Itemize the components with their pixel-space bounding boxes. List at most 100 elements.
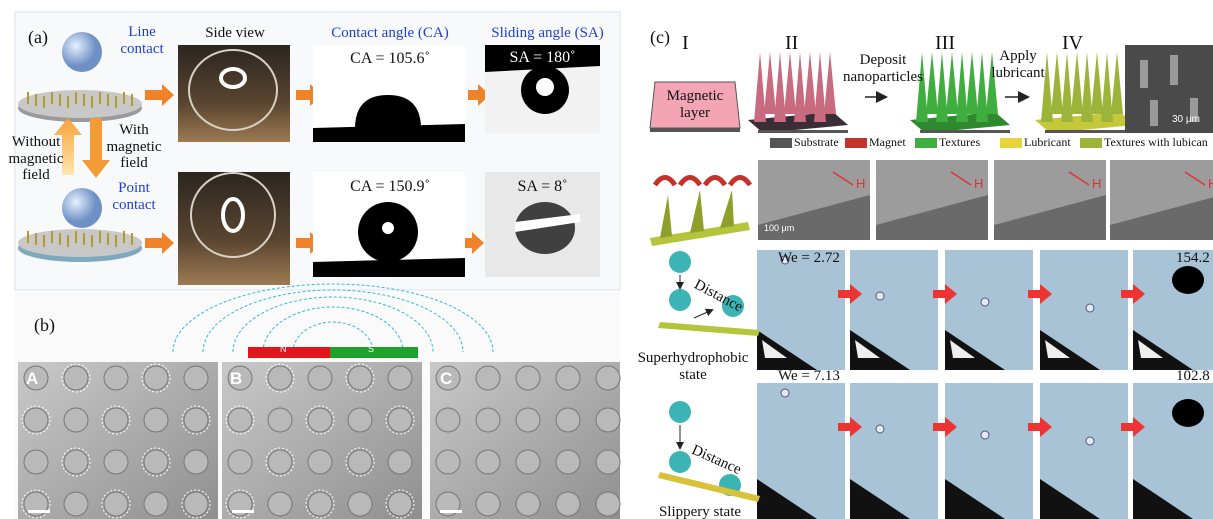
spike	[916, 52, 928, 122]
texture-shadow	[758, 195, 870, 240]
needle	[757, 330, 817, 370]
spike	[804, 52, 816, 114]
droplet-outline	[385, 405, 415, 435]
droplet-outline	[265, 447, 295, 477]
red-arrow	[933, 417, 957, 437]
spike	[956, 52, 968, 122]
pillar-top	[103, 365, 129, 391]
state: Slippery state	[658, 504, 742, 519]
needle	[945, 479, 1005, 519]
spike	[926, 52, 938, 114]
droplet-outline	[101, 405, 131, 435]
step-action: Apply lubricant	[991, 48, 1045, 81]
pillar-top	[23, 449, 49, 475]
column-title: Side view	[205, 25, 265, 41]
panel-label: (c)	[650, 27, 670, 47]
droplet-outline	[265, 363, 295, 393]
pillar-top	[307, 491, 333, 517]
red-arrow	[1121, 284, 1145, 304]
spike	[1041, 52, 1053, 122]
pillar-top	[63, 365, 89, 391]
spike	[1061, 52, 1073, 122]
field-line	[202, 289, 464, 353]
panel-label: (b)	[34, 315, 55, 335]
pillar-top	[143, 491, 169, 517]
needle-shine	[762, 340, 787, 358]
pillar-top	[475, 449, 501, 475]
droplet-outline	[61, 363, 91, 393]
droplet-outline	[225, 489, 255, 519]
state: Superhydrophobic state	[637, 350, 749, 383]
static-drop	[1172, 399, 1204, 427]
scale-bar: 100 μm	[764, 223, 795, 233]
needle	[1040, 479, 1100, 519]
pillar-top	[267, 449, 293, 475]
spike	[784, 52, 796, 114]
pillar-top	[435, 449, 461, 475]
field-arrow	[1068, 171, 1090, 186]
spike	[1071, 52, 1083, 114]
pillar-top	[515, 365, 541, 391]
droplet	[780, 388, 790, 398]
legend-label: Magnet	[869, 135, 906, 149]
spike	[1081, 52, 1093, 122]
pillar-top	[515, 449, 541, 475]
needle	[1040, 330, 1100, 370]
pillar-top	[555, 491, 581, 517]
texture-shadow	[994, 195, 1106, 240]
substrate	[758, 130, 848, 133]
red-arrow	[1028, 417, 1052, 437]
needle	[1133, 330, 1193, 370]
pillar-top	[307, 449, 333, 475]
pillar-top	[595, 407, 621, 433]
spike	[754, 52, 766, 122]
spike	[814, 52, 826, 122]
red-arrow	[933, 284, 957, 304]
legend-label: Textures	[939, 135, 981, 149]
legend-label: Lubricant	[1024, 135, 1071, 149]
spike	[976, 52, 988, 122]
legend-swatch	[1000, 138, 1022, 148]
needle	[757, 479, 817, 519]
legend-label: Textures with lubican	[1104, 135, 1208, 149]
static-drop	[1172, 266, 1204, 294]
red-arrow	[1121, 417, 1145, 437]
field-arrow	[1184, 171, 1206, 186]
line-contact: Line contact	[120, 24, 164, 57]
pillar-top	[143, 449, 169, 475]
droplet-outline	[345, 447, 375, 477]
spike	[774, 52, 786, 122]
pillar-top	[227, 449, 253, 475]
texture-shadow	[1110, 197, 1213, 240]
pillar-top	[23, 365, 49, 391]
pillar-top	[227, 365, 253, 391]
spike	[1111, 52, 1123, 114]
legend-swatch	[770, 138, 792, 148]
droplet-outline	[345, 363, 375, 393]
pillar-top	[183, 491, 209, 517]
weber-number: We = 7.13	[778, 368, 840, 384]
sa-value: SA = 8˚	[517, 178, 568, 195]
red-arrow	[1028, 284, 1052, 304]
pillar-top	[347, 365, 373, 391]
pillar-top	[475, 407, 501, 433]
pillar-top	[267, 407, 293, 433]
pillar-top	[595, 491, 621, 517]
pillar-top	[63, 449, 89, 475]
droplet-outline	[61, 447, 91, 477]
weber-number: We = 2.72	[778, 250, 840, 266]
needle-shine	[1045, 340, 1070, 358]
pillar-top	[63, 491, 89, 517]
needle-shine	[950, 340, 975, 358]
ca-value: CA = 105.6˚	[350, 50, 430, 67]
droplet	[980, 430, 990, 440]
step: III	[935, 32, 955, 54]
droplet	[980, 297, 990, 307]
image-label: B	[230, 369, 243, 388]
pillar-top	[103, 407, 129, 433]
pillar-top	[347, 449, 373, 475]
substrate	[920, 130, 1010, 133]
spike	[966, 52, 978, 114]
